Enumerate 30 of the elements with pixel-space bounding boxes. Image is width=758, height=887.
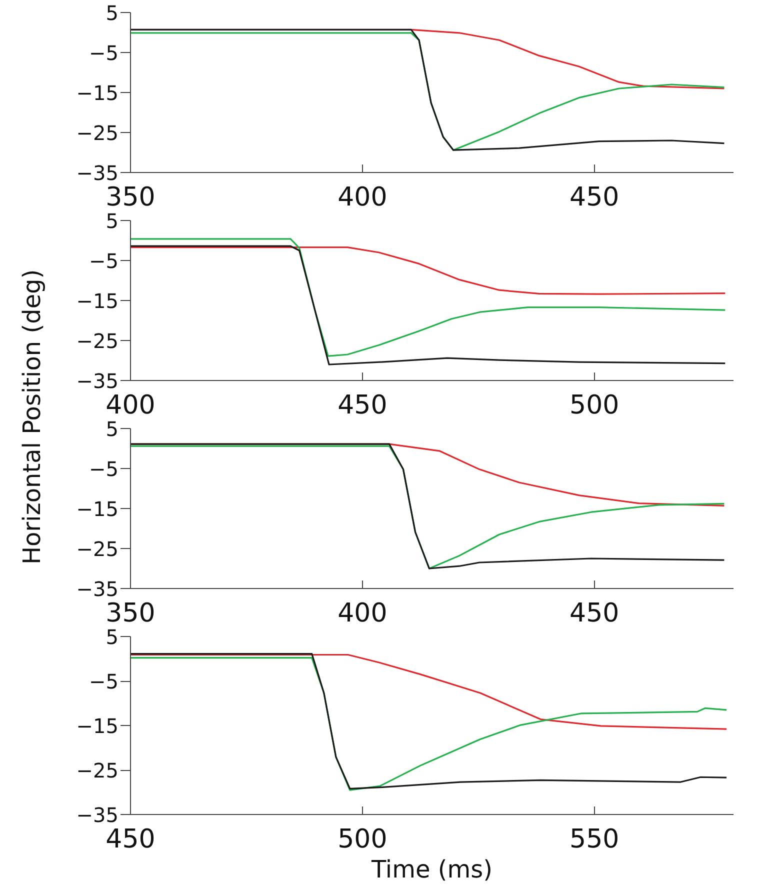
y-tick-label: −35: [76, 803, 119, 827]
y-tick-label: −35: [76, 161, 119, 185]
y-tick-label: −5: [89, 41, 118, 65]
y-tick-label: −5: [89, 249, 118, 273]
y-tick-label: −15: [76, 81, 119, 105]
y-tick-label: −35: [76, 577, 119, 601]
x-tick-label: 400: [338, 182, 388, 212]
y-tick-label: −25: [76, 537, 119, 561]
y-tick-label: −5: [89, 670, 118, 694]
y-tick-label: −15: [76, 289, 119, 313]
x-tick-label: 450: [570, 598, 620, 628]
y-tick-label: −15: [76, 497, 119, 521]
y-tick-label: −5: [89, 457, 118, 481]
x-tick-label: 450: [570, 182, 620, 212]
x-axis-title: Time (ms): [370, 856, 492, 884]
y-tick-label: −25: [76, 758, 119, 782]
x-tick-label: 500: [338, 824, 388, 854]
y-tick-label: −25: [76, 121, 119, 145]
x-tick-label: 550: [570, 824, 620, 854]
y-tick-label: −15: [76, 714, 119, 738]
x-tick-label: 500: [570, 390, 620, 420]
y-tick-label: −25: [76, 329, 119, 353]
y-tick-label: −35: [76, 369, 119, 393]
x-tick-label: 400: [338, 598, 388, 628]
y-tick-label: 5: [106, 1, 119, 25]
line-series: [130, 654, 728, 730]
x-tick-label: 450: [338, 390, 388, 420]
line-series: [130, 246, 726, 295]
y-axis-title: Horizontal Position (deg): [18, 269, 46, 565]
x-tick-label: 450: [106, 824, 156, 854]
